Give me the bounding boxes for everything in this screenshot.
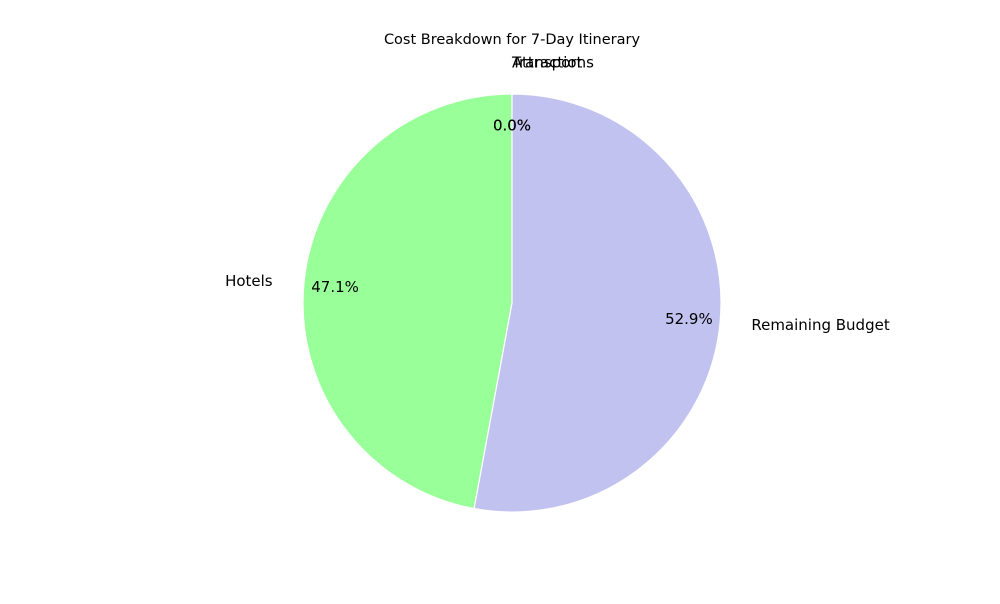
pie-slices [302, 93, 722, 513]
slice-label-transport: Transport [511, 54, 583, 72]
slice-label-hotels: Hotels [225, 272, 273, 290]
slice-label-remaining-budget: Remaining Budget [751, 316, 889, 334]
pie-slice-remaining-budget [473, 93, 722, 513]
slice-pct-hotels: 47.1% [311, 278, 359, 296]
slice-label-attractions: Attractions [512, 54, 594, 72]
pie-slice-hotels [302, 93, 513, 510]
slice-pct-remaining-budget: 52.9% [665, 310, 713, 328]
chart-title: Cost Breakdown for 7-Day Itinerary [384, 32, 641, 48]
slice-pct-transport: 0.0% [493, 116, 531, 134]
slice-pct-attractions: 0.0% [493, 116, 531, 134]
